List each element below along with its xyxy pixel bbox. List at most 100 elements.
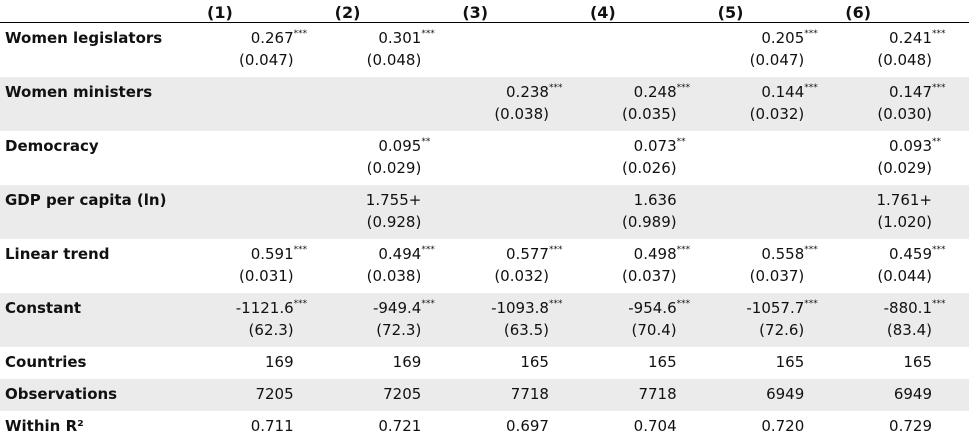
standard-error: (0.038) — [494, 105, 549, 123]
coefficient-line: 7718 — [586, 383, 676, 405]
coefficient-line: 6949 — [841, 383, 932, 405]
standard-error: (0.026) — [621, 159, 677, 177]
coefficient: 0.711 — [250, 417, 294, 435]
coefficient: 1.761+ — [876, 191, 932, 209]
coefficient-line: 1.761+ — [841, 189, 932, 211]
coefficient-line: 0.144*** — [714, 81, 817, 103]
significance-stars: *** — [421, 245, 435, 255]
cell: 0.301*** (0.048) — [331, 23, 459, 78]
coefficient-line: 0.238*** — [458, 81, 562, 103]
coefficient: 0.147 — [889, 83, 932, 101]
cell — [330, 77, 459, 131]
table-row: Within R² 0.711 0.721 0.697 0.704 0.720 0.729 — [0, 411, 969, 443]
coefficient: 0.498 — [633, 245, 677, 263]
cell: 0.591*** (0.031) — [203, 239, 331, 293]
cell: 0.498*** (0.037) — [586, 239, 714, 293]
cell: 0.095** (0.029) — [331, 131, 459, 185]
coefficient-line: 0.720 — [714, 415, 804, 437]
coefficient-line: 0.498*** — [586, 243, 690, 265]
cell: 1.636 (0.989) — [585, 185, 714, 239]
row-label: Within R² — [5, 417, 84, 435]
coefficient-line: 165 — [586, 351, 677, 373]
standard-error: (0.031) — [239, 267, 294, 285]
table-row: Countries 169 169 165 165 165 165 — [0, 347, 969, 379]
coefficient: 0.205 — [761, 29, 805, 47]
cell: 0.720 — [714, 411, 842, 443]
coefficient-line: 0.147*** — [841, 81, 945, 103]
cell: -954.6*** (70.4) — [585, 293, 714, 347]
significance-stars: *** — [932, 83, 946, 93]
significance-stars: *** — [421, 299, 435, 309]
table-row: GDP per capita (ln) 1.755+ (0.928) 1.636 (0.… — [0, 185, 969, 239]
significance-stars: ** — [932, 137, 941, 147]
coefficient: 6949 — [893, 385, 932, 403]
row-label: Democracy — [5, 137, 99, 155]
coefficient-line: -1093.8*** — [458, 297, 562, 319]
coefficient-line: 0.205*** — [714, 27, 817, 49]
coefficient-line: 0.729 — [841, 415, 932, 437]
cell — [458, 131, 586, 185]
standard-error: (63.5) — [503, 321, 549, 339]
cell: 0.721 — [331, 411, 459, 443]
significance-stars: *** — [932, 299, 946, 309]
row-label: Constant — [0, 293, 203, 347]
coefficient: 0.095 — [378, 137, 422, 155]
cell: -1093.8*** (63.5) — [458, 293, 586, 347]
coefficient: 0.459 — [889, 245, 932, 263]
coefficient: 165 — [647, 353, 677, 371]
coefficient-line: 0.267*** — [203, 27, 307, 49]
row-label: Women ministers — [0, 77, 203, 131]
coefficient: 0.248 — [633, 83, 677, 101]
coefficient: 0.558 — [761, 245, 805, 263]
coefficient-line: 0.494*** — [331, 243, 434, 265]
cell: 0.238*** (0.038) — [458, 77, 586, 131]
cell: 7205 — [330, 379, 459, 411]
row-label: Observations — [0, 379, 203, 411]
column-header: (2) — [330, 0, 459, 23]
column-header: (1) — [203, 0, 331, 23]
coefficient-line: 169 — [203, 351, 294, 373]
coefficient: -1057.7 — [746, 299, 805, 317]
cell: 0.494*** (0.038) — [331, 239, 459, 293]
significance-stars: ** — [421, 137, 431, 147]
coefficient-line: 0.095** — [331, 135, 430, 157]
coefficient: 0.144 — [761, 83, 805, 101]
coefficient-line: 0.558*** — [714, 243, 817, 265]
standard-error: (0.047) — [749, 51, 805, 69]
standard-error: (0.048) — [877, 51, 932, 69]
coefficient: 7718 — [510, 385, 549, 403]
cell: 165 — [841, 347, 969, 379]
standard-error: (0.989) — [621, 213, 677, 231]
significance-stars: *** — [421, 29, 435, 39]
cell: 0.729 — [841, 411, 969, 443]
standard-error: (62.3) — [248, 321, 294, 339]
cell: -1057.7*** (72.6) — [713, 293, 842, 347]
coefficient: 0.577 — [506, 245, 549, 263]
cell: -1121.6*** (62.3) — [203, 293, 331, 347]
table-row: Observations 7205 7205 7718 7718 6949 6949 — [0, 379, 969, 411]
standard-error: (0.928) — [366, 213, 422, 231]
coefficient: 0.241 — [889, 29, 932, 47]
coefficient-line: 1.755+ — [331, 189, 422, 211]
coefficient: 0.238 — [506, 83, 549, 101]
column-header: (5) — [713, 0, 842, 23]
cell: 7205 — [203, 379, 331, 411]
cell — [458, 23, 586, 78]
coefficient: 0.721 — [378, 417, 422, 435]
cell: 0.147*** (0.030) — [841, 77, 969, 131]
cell: -949.4*** (72.3) — [330, 293, 459, 347]
cell: 0.144*** (0.032) — [713, 77, 842, 131]
coefficient: 0.093 — [889, 137, 932, 155]
column-header: (6) — [841, 0, 969, 23]
cell — [203, 77, 331, 131]
coefficient: -1121.6 — [235, 299, 294, 317]
coefficient-line: 7205 — [203, 383, 293, 405]
cell: 165 — [586, 347, 714, 379]
coefficient: 7205 — [383, 385, 422, 403]
significance-stars: *** — [932, 245, 946, 255]
coefficient: -949.4 — [372, 299, 422, 317]
cell: -880.1*** (83.4) — [841, 293, 969, 347]
cell — [713, 185, 842, 239]
coefficient-line: -954.6*** — [586, 297, 690, 319]
